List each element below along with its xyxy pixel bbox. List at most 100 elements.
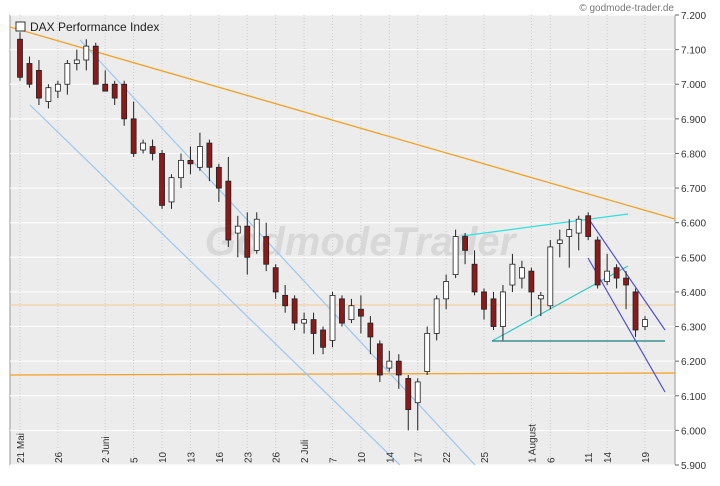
x-tick-label: 1 August [527,424,538,463]
x-tick-label: 10 [158,451,169,463]
x-tick-label: 14 [603,451,614,463]
channel-line [587,257,666,393]
x-tick-label: 5 [130,457,141,463]
y-tick-label: 6.300 [681,323,706,334]
candle-body [121,83,128,120]
x-tick-label: 14 [385,451,396,463]
candle-body [358,308,364,317]
candle-body [64,63,71,85]
grid [10,14,675,466]
y-tick-label: 6.800 [681,149,706,160]
candle-body [206,142,213,168]
y-tick-label: 7.000 [681,80,706,91]
x-tick-label: 19 [641,451,652,463]
y-tick-label: 6.100 [681,392,706,403]
legend-box [15,21,26,32]
x-tick-label: 26 [54,451,65,463]
candle-body [481,291,487,310]
y-tick-label: 6.900 [681,115,706,126]
candle-body [367,322,374,338]
x-tick-label: 2 Juli [300,440,311,463]
candle-body [623,277,629,286]
candle-body [613,267,620,279]
candle-body [73,59,80,64]
candle-body [83,45,90,61]
candle-body [36,69,42,99]
candle-body [509,263,516,286]
candle-body [518,267,525,279]
y-tick-label: 6.400 [681,288,706,299]
candle-body [291,298,298,324]
candle-body [547,246,554,307]
y-tick-label: 5.900 [681,461,706,472]
horizontal-line [10,372,675,376]
x-tick-label: 13 [186,451,197,463]
y-tick-label: 6.200 [681,357,706,368]
candle-body [632,291,639,331]
channel-line [29,104,401,465]
candle-body [159,153,165,206]
x-tick-label: 17 [414,451,425,463]
candle-body [234,225,241,234]
candle-body [537,294,544,300]
candle-body [604,270,611,282]
candle-body [54,83,61,92]
plot-area [9,14,676,466]
candle-body [329,294,336,341]
x-tick-label: 2 Juni [101,436,112,463]
chart-title: DAX Performance Index [30,20,159,34]
candle-body [575,218,582,234]
candle-body [471,263,478,293]
candle-body [320,329,326,348]
candle-body [348,305,355,321]
x-tick-label: 21 Mai [16,433,27,463]
candle-body [490,298,497,327]
candle-body [376,343,383,376]
trendline [461,213,629,237]
candle-body [414,381,421,404]
candle-body [594,239,601,286]
candle-body [395,360,402,376]
candle-body [140,142,147,151]
candle-body [642,319,648,327]
candle-body [215,166,222,189]
candle-body [424,333,431,372]
candle-body [45,87,52,102]
candle-body [566,229,573,237]
candle-body [443,281,450,300]
x-tick-label: 10 [357,451,368,463]
candle-body [452,236,459,276]
candle-body [17,38,23,78]
candle-body [149,146,156,154]
candle-body [253,218,260,251]
x-tick-label: 11 [584,452,595,463]
candle-body [197,146,203,168]
candle-body [26,63,33,85]
candle-body [405,378,412,411]
candle-body [282,294,289,307]
candle-body [111,83,118,99]
candle-body [130,118,137,154]
candle-body [272,267,279,293]
candle-body [92,45,99,85]
x-tick-label: 6 [546,457,557,463]
y-tick-label: 6.500 [681,253,706,264]
x-tick-label: 25 [480,451,491,463]
candle-body [585,215,592,237]
candle-body [102,83,109,92]
candle-body [225,180,232,241]
y-tick-label: 7.100 [681,46,706,57]
source: © godmode-trader.de [579,3,674,14]
x-tick-label: 7 [329,457,340,463]
watermark: GodmodeTrader [205,220,518,264]
y-tick-label: 6.000 [681,426,706,437]
candle-body [187,159,194,165]
candle-body [339,298,345,324]
candle-body [462,236,468,251]
candle-body [433,298,440,334]
candle-body [244,225,251,258]
x-tick-label: 22 [442,451,453,463]
candle-body [168,177,175,203]
